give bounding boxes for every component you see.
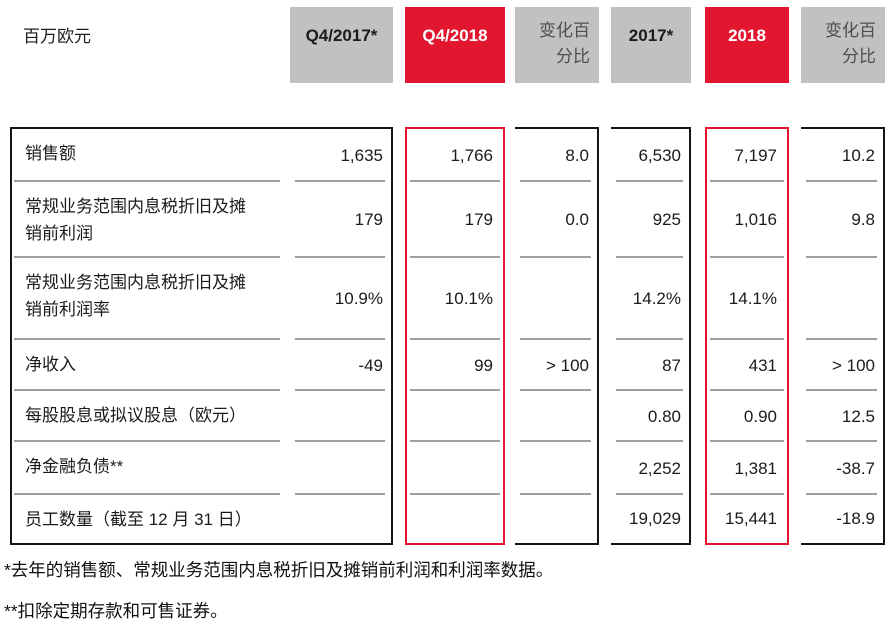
- row-label: 销售额: [10, 127, 290, 182]
- footnote-1: *去年的销售额、常规业务范围内息税折旧及摊销前利润和利润率数据。: [4, 560, 554, 580]
- cell-q4-2017: 179: [290, 182, 393, 258]
- cell-q4-2017: -49: [290, 340, 393, 391]
- cell-2017: 19,029: [611, 495, 691, 545]
- cell-change-fy: > 100: [801, 340, 885, 391]
- cell-q4-2018: 1,766: [405, 127, 505, 182]
- cell-q4-2018: 99: [405, 340, 505, 391]
- cell-2018: 14.1%: [705, 258, 789, 340]
- cell-q4-2017: [290, 495, 393, 545]
- cell-q4-2018: [405, 442, 505, 495]
- cell-change-q4: [515, 495, 599, 545]
- cell-change-fy: [801, 258, 885, 340]
- cell-2017: 2,252: [611, 442, 691, 495]
- cell-2017: 87: [611, 340, 691, 391]
- cell-q4-2017: 10.9%: [290, 258, 393, 340]
- header-box-change-fy: 变化百 分比: [801, 7, 885, 83]
- unit-label: 百万欧元: [23, 27, 91, 46]
- cell-2018: 7,197: [705, 127, 789, 182]
- cell-2018: 431: [705, 340, 789, 391]
- row-label: 净收入: [10, 340, 290, 391]
- cell-change-fy: 9.8: [801, 182, 885, 258]
- cell-2018: 15,441: [705, 495, 789, 545]
- row-label: 常规业务范围内息税折旧及摊 销前利润率: [10, 258, 290, 340]
- cell-q4-2017: [290, 391, 393, 442]
- cell-q4-2018: 10.1%: [405, 258, 505, 340]
- header-box-change-q4: 变化百 分比: [515, 7, 599, 83]
- cell-change-q4: > 100: [515, 340, 599, 391]
- cell-2018: 0.90: [705, 391, 789, 442]
- data-table: 销售额 1,635 1,766 8.0 6,530 7,197 10.2 常规业…: [10, 127, 885, 545]
- header-box-q4-2017: Q4/2017*: [290, 7, 393, 83]
- cell-2018: 1,016: [705, 182, 789, 258]
- table-header: 百万欧元 Q4/2017* Q4/2018 变化百 分比 2017* 2018 …: [10, 7, 885, 83]
- cell-change-fy: 12.5: [801, 391, 885, 442]
- cell-change-q4: 8.0: [515, 127, 599, 182]
- cell-q4-2017: 1,635: [290, 127, 393, 182]
- cell-change-fy: -18.9: [801, 495, 885, 545]
- cell-q4-2018: [405, 391, 505, 442]
- row-label: 员工数量（截至 12 月 31 日）: [10, 495, 290, 545]
- cell-change-q4: 0.0: [515, 182, 599, 258]
- cell-q4-2018: [405, 495, 505, 545]
- cell-change-fy: 10.2: [801, 127, 885, 182]
- cell-2017: 6,530: [611, 127, 691, 182]
- cell-change-q4: [515, 258, 599, 340]
- row-label: 每股股息或拟议股息（欧元）: [10, 391, 290, 442]
- header-box-2017: 2017*: [611, 7, 691, 83]
- cell-change-fy: -38.7: [801, 442, 885, 495]
- cell-2017: 0.80: [611, 391, 691, 442]
- header-box-q4-2018: Q4/2018: [405, 7, 505, 83]
- row-label: 常规业务范围内息税折旧及摊 销前利润: [10, 182, 290, 258]
- cell-change-q4: [515, 442, 599, 495]
- cell-2017: 925: [611, 182, 691, 258]
- cell-q4-2018: 179: [405, 182, 505, 258]
- footnote-2: **扣除定期存款和可售证券。: [4, 601, 228, 621]
- header-box-2018: 2018: [705, 7, 789, 83]
- cell-2017: 14.2%: [611, 258, 691, 340]
- cell-2018: 1,381: [705, 442, 789, 495]
- row-label: 净金融负债**: [10, 442, 290, 495]
- cell-q4-2017: [290, 442, 393, 495]
- cell-change-q4: [515, 391, 599, 442]
